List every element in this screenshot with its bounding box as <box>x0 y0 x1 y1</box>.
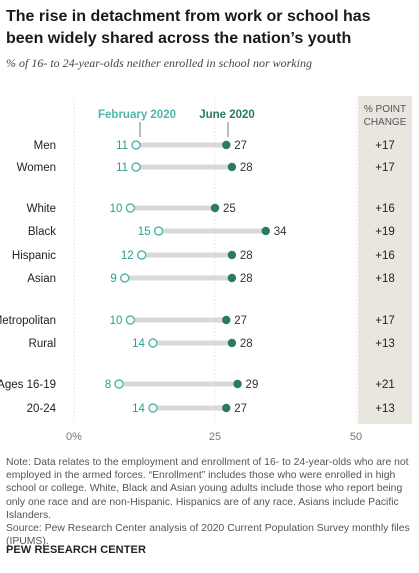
june-value-label: 27 <box>234 140 247 152</box>
february-dot <box>148 403 158 413</box>
row-20-24: 20-24 14 27 +13 <box>27 403 395 415</box>
february-dot <box>131 140 141 150</box>
february-value-label: 8 <box>105 379 111 391</box>
chart-subtitle: % of 16- to 24-year-olds neither enrolle… <box>6 56 312 70</box>
category-label: Ages 16-19 <box>0 379 56 391</box>
june-dot <box>227 273 237 283</box>
legend-february-2020: February 2020 <box>98 109 176 121</box>
row-white: White 10 25 +16 <box>27 203 395 215</box>
change-column-background <box>358 96 412 424</box>
february-dot <box>131 162 141 172</box>
february-dot <box>153 226 164 236</box>
june-value-label: 28 <box>240 338 253 350</box>
row-metropolitan: Metropolitan 10 27 +17 <box>0 315 395 327</box>
june-value-label: 28 <box>240 162 253 174</box>
change-header-line-1: % POINT <box>364 104 406 115</box>
june-value-label: 27 <box>234 403 247 415</box>
june-dot <box>222 403 231 413</box>
june-value-label: 28 <box>240 250 253 262</box>
category-label: Hispanic <box>12 250 56 262</box>
june-value-label: 27 <box>234 315 247 327</box>
june-dot <box>227 338 237 348</box>
change-value: +17 <box>375 162 395 174</box>
february-dot <box>136 250 147 260</box>
change-value: +17 <box>375 315 395 327</box>
june-dot <box>222 315 231 325</box>
category-label: White <box>27 203 56 215</box>
change-value: +17 <box>375 140 395 152</box>
february-value-label: 10 <box>110 203 123 215</box>
gridlines <box>73 100 357 422</box>
chart-title: The rise in detachment from work or scho… <box>6 8 371 47</box>
change-value: +16 <box>375 203 395 215</box>
x-axis-ticks: 0% 25 50 <box>66 431 362 443</box>
x-tick-label: 25 <box>209 431 221 443</box>
category-label: Women <box>17 162 56 174</box>
category-label: Men <box>34 140 56 152</box>
x-tick-label: 50 <box>350 431 362 443</box>
row-men: Men 11 27 +17 <box>34 140 395 152</box>
change-value: +21 <box>375 379 395 391</box>
row-black: Black 15 34 +19 <box>28 226 395 238</box>
category-label: Asian <box>27 273 56 285</box>
february-value-label: 9 <box>110 273 116 285</box>
june-dot <box>227 250 237 260</box>
june-dot <box>233 379 242 389</box>
row-rural: Rural 14 28 +13 <box>29 338 395 350</box>
june-dot <box>222 140 231 150</box>
june-dot <box>210 203 220 213</box>
june-value-label: 25 <box>223 203 236 215</box>
june-value-label: 29 <box>246 379 259 391</box>
change-value: +18 <box>375 273 395 285</box>
february-dot <box>114 379 124 389</box>
june-value-label: 34 <box>274 226 287 238</box>
february-value-label: 12 <box>121 250 134 262</box>
row-asian: Asian 9 28 +18 <box>27 273 395 285</box>
february-dot <box>125 315 136 325</box>
february-value-label: 14 <box>132 403 145 415</box>
change-value: +19 <box>375 226 395 238</box>
category-label: Black <box>28 226 56 238</box>
row-ages-16-19: Ages 16-19 8 29 +21 <box>0 379 395 391</box>
category-label: Rural <box>29 338 56 350</box>
row-hispanic: Hispanic 12 28 +16 <box>12 250 395 262</box>
legend-june-2020: June 2020 <box>199 109 255 121</box>
chart-note: Note: Data relates to the employment and… <box>6 456 414 548</box>
june-dot <box>227 162 237 172</box>
source-text: Source: Pew Research Center analysis of … <box>6 523 410 548</box>
category-label: 20-24 <box>27 403 57 415</box>
row-women: Women 11 28 +17 <box>17 162 395 174</box>
june-dot <box>261 226 270 236</box>
june-value-label: 28 <box>240 273 253 285</box>
change-header-line-2: CHANGE <box>364 117 407 128</box>
pew-research-center-logo: PEW RESEARCH CENTER <box>6 544 147 556</box>
dot-plot-chart: % POINT CHANGE February 2020 June 2020 M… <box>0 96 412 443</box>
note-text: Note: Data relates to the employment and… <box>6 457 409 521</box>
change-value: +16 <box>375 250 395 262</box>
february-dot <box>148 338 158 348</box>
february-value-label: 14 <box>132 338 145 350</box>
category-label: Metropolitan <box>0 315 56 327</box>
february-value-label: 10 <box>110 315 123 327</box>
x-tick-label: 0% <box>66 431 82 443</box>
february-value-label: 11 <box>116 162 128 174</box>
change-value: +13 <box>375 338 395 350</box>
change-value: +13 <box>375 403 395 415</box>
chart-rows: Men 11 27 +17 Women 11 28 +17 White 10 25 +16 Black 1… <box>0 140 395 415</box>
february-dot <box>120 273 130 283</box>
february-dot <box>125 203 136 213</box>
february-value-label: 11 <box>116 140 128 152</box>
february-value-label: 15 <box>138 226 151 238</box>
